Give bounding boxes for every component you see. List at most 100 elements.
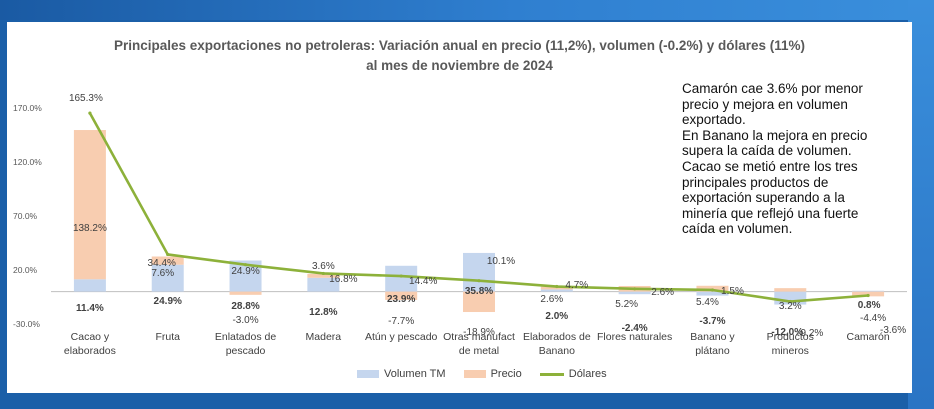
bar-precio <box>463 291 495 313</box>
x-category-label: Elaborados de <box>523 331 591 343</box>
background-band-right <box>908 0 934 409</box>
bar-precio <box>385 291 418 300</box>
data-label-dolares: 10.1% <box>487 256 515 267</box>
point-dolares <box>788 299 792 304</box>
point-dolares <box>321 271 325 276</box>
annotation-line: principales productos de <box>682 174 829 190</box>
data-label-precio: 3.6% <box>312 261 335 272</box>
annotation-line: minería que reflejó una fuerte <box>682 205 859 221</box>
legend-label-dolares: Dólares <box>568 368 607 380</box>
data-label-dolares: 165.3% <box>69 93 103 104</box>
annotation-line: caída en volumen. <box>682 221 793 237</box>
x-category-label: Atún y pescado <box>365 331 438 343</box>
data-label-volumen: 35.8% <box>465 286 493 297</box>
data-label-dolares: 14.4% <box>409 276 437 287</box>
point-dolares <box>710 288 715 292</box>
data-label-precio: 138.2% <box>73 223 107 234</box>
bar-volumen <box>463 252 495 292</box>
legend-label-precio: Precio <box>490 368 522 380</box>
chart-panel: Principales exportaciones no petroleras:… <box>7 22 912 393</box>
data-label-precio: 3.2% <box>779 301 802 312</box>
data-label-precio: -7.7% <box>388 316 414 327</box>
x-category-label: Fruta <box>155 331 180 343</box>
point-dolares <box>399 274 403 278</box>
x-category-label: de metal <box>459 345 499 357</box>
data-label-volumen: 0.8% <box>858 300 881 311</box>
annotation-text: Camarón cae 3.6% por menor precio y mejor… <box>682 81 907 237</box>
annotation-line: En Banano la mejora en precio <box>682 127 868 143</box>
data-label-dolares: 34.4% <box>148 258 176 269</box>
annotation-line: exportado. <box>682 112 746 128</box>
data-label-precio: -18.9% <box>463 327 495 338</box>
legend-label-volumen: Volumen TM <box>384 368 446 380</box>
x-category-label: mineros <box>772 345 809 357</box>
legend-swatch-precio <box>463 370 486 378</box>
data-label-dolares: 1.5% <box>721 286 744 297</box>
data-label-volumen: -12.0% <box>771 327 803 338</box>
data-label-precio: -4.4% <box>860 313 886 324</box>
x-category-label: plátano <box>695 345 730 357</box>
annotation-line: Cacao se metió entre los tres <box>682 158 858 174</box>
data-label-volumen: 12.8% <box>309 307 337 318</box>
legend-item-precio: Precio <box>463 368 522 380</box>
bar-volumen <box>385 265 418 292</box>
data-label-volumen: -2.4% <box>622 323 648 334</box>
annotation-line: exportación superando a la <box>682 190 845 206</box>
annotation-line: supera la caída de volumen. <box>682 143 852 159</box>
x-category-label: Camarón <box>846 331 889 343</box>
point-dolares <box>633 287 637 291</box>
data-label-dolares: 16.8% <box>329 274 357 285</box>
point-dolares <box>88 111 92 115</box>
point-dolares <box>477 279 481 283</box>
data-label-dolares: -9.2% <box>797 328 823 339</box>
bar-volumen <box>151 264 184 292</box>
legend-item-volumen: Volumen TM <box>357 368 446 380</box>
data-label-precio: 2.6% <box>540 294 563 305</box>
annotation-line: Camarón cae 3.6% por menor <box>682 81 863 96</box>
x-category-label: Banano <box>539 345 575 357</box>
y-tick-label: 20.0% <box>13 265 38 275</box>
data-label-precio: 5.4% <box>696 297 719 308</box>
data-label-precio: 5.2% <box>615 299 638 310</box>
legend-item-dolares: Dólares <box>539 368 607 380</box>
y-tick-label: 170.0% <box>13 103 42 113</box>
chart-subtitle: al mes de noviembre de 2024 <box>366 58 553 73</box>
legend-swatch-dolares <box>539 372 564 376</box>
x-category-label: Otras manufact <box>443 331 515 343</box>
x-category-label: elaborados <box>64 345 116 357</box>
data-label-volumen: 24.9% <box>154 296 182 307</box>
x-category-label: Madera <box>306 331 342 343</box>
x-category-label: Banano y <box>690 331 735 343</box>
bar-volumen <box>307 277 340 292</box>
data-label-dolares: -3.6% <box>880 325 906 336</box>
point-dolares <box>555 284 559 289</box>
bar-volumen <box>618 291 651 295</box>
bar-precio <box>73 130 106 280</box>
bar-volumen <box>852 290 885 292</box>
data-label-volumen: 2.0% <box>545 311 568 322</box>
data-label-precio: 7.6% <box>151 268 174 279</box>
x-category-label: Productos <box>767 331 814 343</box>
x-category-label: Flores naturales <box>597 331 672 343</box>
data-label-volumen: 23.9% <box>387 294 415 305</box>
y-tick-label: 120.0% <box>13 157 42 167</box>
y-tick-label: 70.0% <box>13 211 38 221</box>
point-dolares <box>243 263 248 267</box>
annotation-line: precio y mejora en volumen <box>682 96 848 112</box>
point-dolares <box>166 252 170 257</box>
bar-precio <box>151 256 184 265</box>
bar-volumen <box>696 291 729 296</box>
data-label-volumen: 28.8% <box>231 301 259 312</box>
bar-precio <box>774 288 807 292</box>
legend: Volumen TM Precio Dólares <box>357 368 607 380</box>
data-label-volumen: -3.7% <box>699 316 725 327</box>
x-category-label: Enlatados de <box>215 331 276 343</box>
bar-volumen <box>73 279 106 292</box>
data-label-dolares: 24.9% <box>231 266 259 277</box>
background-band-top <box>0 0 934 20</box>
data-label-precio: -3.0% <box>232 315 258 326</box>
legend-swatch-volumen <box>357 370 379 378</box>
y-tick-label: -30.0% <box>13 319 40 329</box>
data-label-dolares: 4.7% <box>565 280 588 291</box>
bar-volumen <box>540 289 573 292</box>
